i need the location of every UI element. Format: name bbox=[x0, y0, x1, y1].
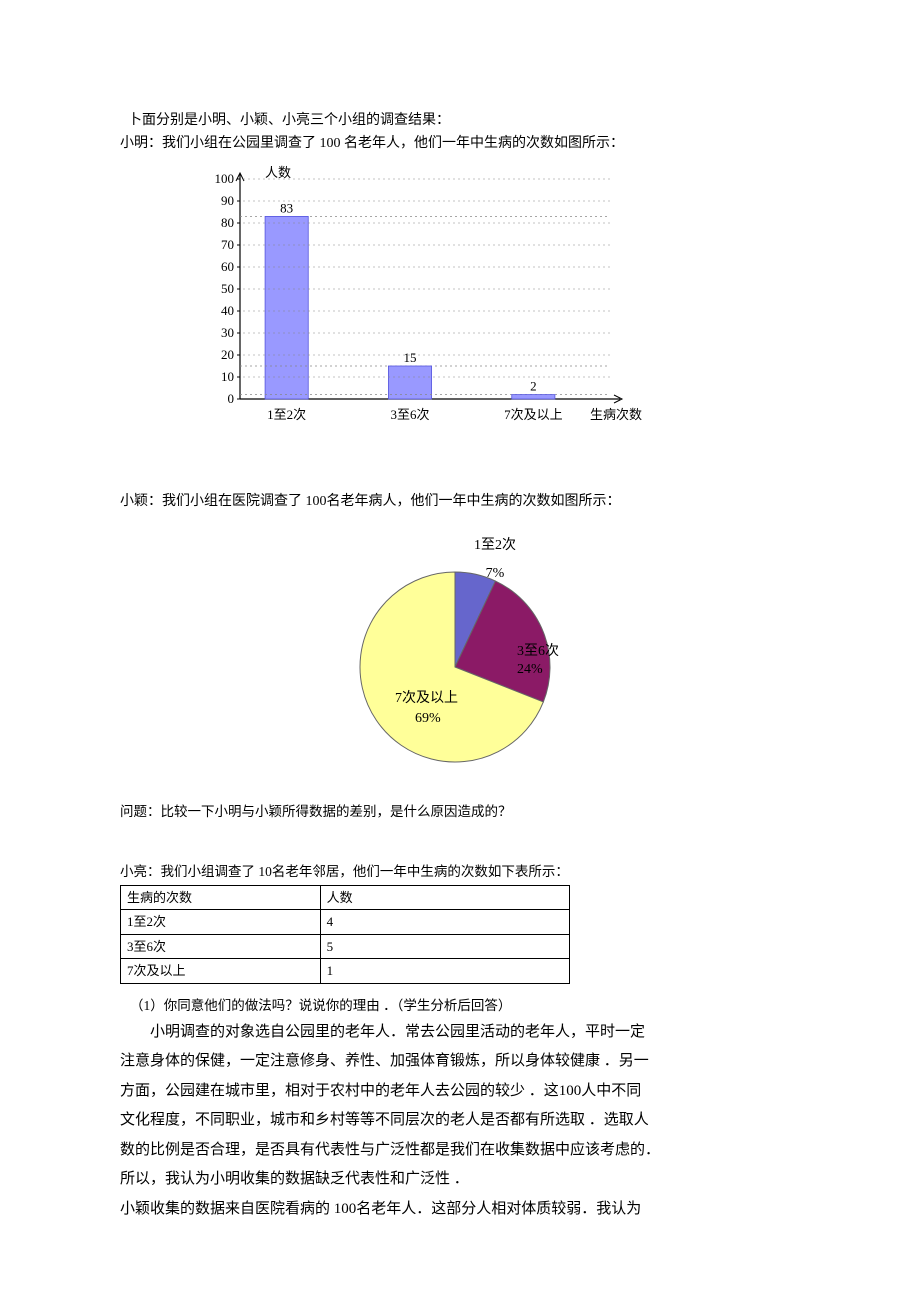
para-1a: 小明调查的对象选自公园里的老年人．常去公园里活动的老年人，平时一定 bbox=[120, 1020, 790, 1046]
svg-text:80: 80 bbox=[221, 215, 234, 230]
cell: 7次及以上 bbox=[121, 959, 321, 984]
p1e: 数的比例是否合理，是否具有代表性与广泛性都是我们在收集数据中应该考虑的 bbox=[120, 1142, 645, 1158]
para-1f: 所以，我认为小明收集的数据缺乏代表性和广泛性 ． bbox=[120, 1167, 790, 1193]
p1d: 文化程度，不同职业，城市和乡村等等不同层次的老人是否都有所选取 bbox=[120, 1112, 585, 1128]
svg-text:70: 70 bbox=[221, 237, 234, 252]
p1d-dot: ．选取人 bbox=[585, 1112, 649, 1128]
p1b-dot: ．另一 bbox=[600, 1053, 649, 1069]
svg-text:3至6次: 3至6次 bbox=[517, 643, 559, 659]
intro-line-1: 卜面分别是小明、小颖、小亮三个小组的调查结果： bbox=[128, 110, 790, 131]
svg-text:人数: 人数 bbox=[265, 165, 291, 180]
svg-text:83: 83 bbox=[280, 200, 293, 215]
p1c-dot: ．这100人中不同 bbox=[525, 1083, 641, 1099]
p1b: 注意身体的保健，一定注意修身、养性、加强体育锻炼，所以身体较健康 bbox=[120, 1053, 600, 1069]
table-row: 生病的次数 人数 bbox=[121, 885, 570, 910]
svg-text:0: 0 bbox=[228, 391, 235, 406]
svg-text:7%: 7% bbox=[486, 566, 505, 581]
table-header-right: 人数 bbox=[320, 885, 569, 910]
xiaoliang-intro: 小亮：我们小组调查了 10名老年邻居，他们一年中生病的次数如下表所示： bbox=[120, 862, 790, 882]
svg-text:1至2次: 1至2次 bbox=[267, 407, 306, 422]
bar-chart: 人数 0 10 20 30 40 50 60 70 80 90 100 83 1至2次 15 3至6次 2 7次及… bbox=[190, 164, 790, 461]
q1: （1）你同意他们的做法吗？说说你的理由 bbox=[130, 998, 380, 1013]
q1-note: ．（学生分析后回答） bbox=[383, 998, 511, 1013]
p1c: 方面，公园建在城市里，相对于农村中的老年人去公园的较少 bbox=[120, 1083, 525, 1099]
svg-text:3至6次: 3至6次 bbox=[390, 407, 429, 422]
para-1b: 注意身体的保健，一定注意修身、养性、加强体育锻炼，所以身体较健康 ．另一 bbox=[120, 1049, 790, 1075]
svg-text:24%: 24% bbox=[517, 662, 543, 677]
xiaoying-line: 小颖：我们小组在医院调查了 100名老年病人，他们一年中生病的次数如图所示： bbox=[120, 491, 790, 512]
bar-chart-svg: 人数 0 10 20 30 40 50 60 70 80 90 100 83 1至2次 15 3至6次 2 7次及… bbox=[190, 164, 650, 454]
xiaoying-b: 100名老年病人，他们一年中生病的次数如图所示： bbox=[306, 494, 621, 509]
svg-text:40: 40 bbox=[221, 303, 234, 318]
xiaoliang-table: 生病的次数 人数 1至2次 4 3至6次 5 7次及以上 1 bbox=[120, 885, 570, 984]
xiaoying-a: 小颖：我们小组在医院调查了 bbox=[120, 494, 302, 509]
svg-text:10: 10 bbox=[221, 369, 234, 384]
svg-text:50: 50 bbox=[221, 281, 234, 296]
cell: 1 bbox=[320, 959, 569, 984]
cell: 1至2次 bbox=[121, 910, 321, 935]
para-1c: 方面，公园建在城市里，相对于农村中的老年人去公园的较少 ．这100人中不同 bbox=[120, 1079, 790, 1105]
q1-line: （1）你同意他们的做法吗？说说你的理由 ．（学生分析后回答） bbox=[130, 996, 790, 1016]
p1e-dot: ． bbox=[645, 1142, 660, 1158]
pie-chart-svg: 1至2次 7% 3至6次 24% 7次及以上 69% bbox=[305, 527, 605, 772]
cell: 3至6次 bbox=[121, 934, 321, 959]
svg-text:90: 90 bbox=[221, 193, 234, 208]
intro-2b: 100 名老年人，他们一年中生病的次数如图所示： bbox=[320, 136, 625, 151]
svg-text:60: 60 bbox=[221, 259, 234, 274]
table-header-left: 生病的次数 bbox=[121, 885, 321, 910]
svg-text:生病次数: 生病次数 bbox=[590, 407, 642, 422]
svg-text:69%: 69% bbox=[415, 711, 441, 726]
svg-text:7次及以上: 7次及以上 bbox=[395, 690, 458, 706]
para-1e: 数的比例是否合理，是否具有代表性与广泛性都是我们在收集数据中应该考虑的． bbox=[120, 1138, 790, 1164]
intro-line-2: 小明：我们小组在公园里调查了 100 名老年人，他们一年中生病的次数如图所示： bbox=[120, 133, 790, 154]
svg-text:15: 15 bbox=[404, 350, 417, 365]
svg-text:2: 2 bbox=[530, 379, 537, 394]
svg-text:1至2次: 1至2次 bbox=[474, 537, 516, 553]
svg-text:20: 20 bbox=[221, 347, 234, 362]
table-row: 3至6次 5 bbox=[121, 934, 570, 959]
pie-chart: 1至2次 7% 3至6次 24% 7次及以上 69% bbox=[120, 527, 790, 772]
table-row: 7次及以上 1 bbox=[121, 959, 570, 984]
para-1d: 文化程度，不同职业，城市和乡村等等不同层次的老人是否都有所选取 ．选取人 bbox=[120, 1108, 790, 1134]
cell: 5 bbox=[320, 934, 569, 959]
svg-text:30: 30 bbox=[221, 325, 234, 340]
table-row: 1至2次 4 bbox=[121, 910, 570, 935]
svg-text:100: 100 bbox=[215, 171, 235, 186]
intro-2a: 小明：我们小组在公园里调查了 bbox=[120, 136, 316, 151]
question-line: 问题：比较一下小明与小颖所得数据的差别，是什么原因造成的？ bbox=[120, 802, 790, 822]
svg-text:7次及以上: 7次及以上 bbox=[504, 407, 563, 422]
cell: 4 bbox=[320, 910, 569, 935]
para-2: 小颖收集的数据来自医院看病的 100名老年人．这部分人相对体质较弱．我认为 bbox=[120, 1197, 790, 1223]
